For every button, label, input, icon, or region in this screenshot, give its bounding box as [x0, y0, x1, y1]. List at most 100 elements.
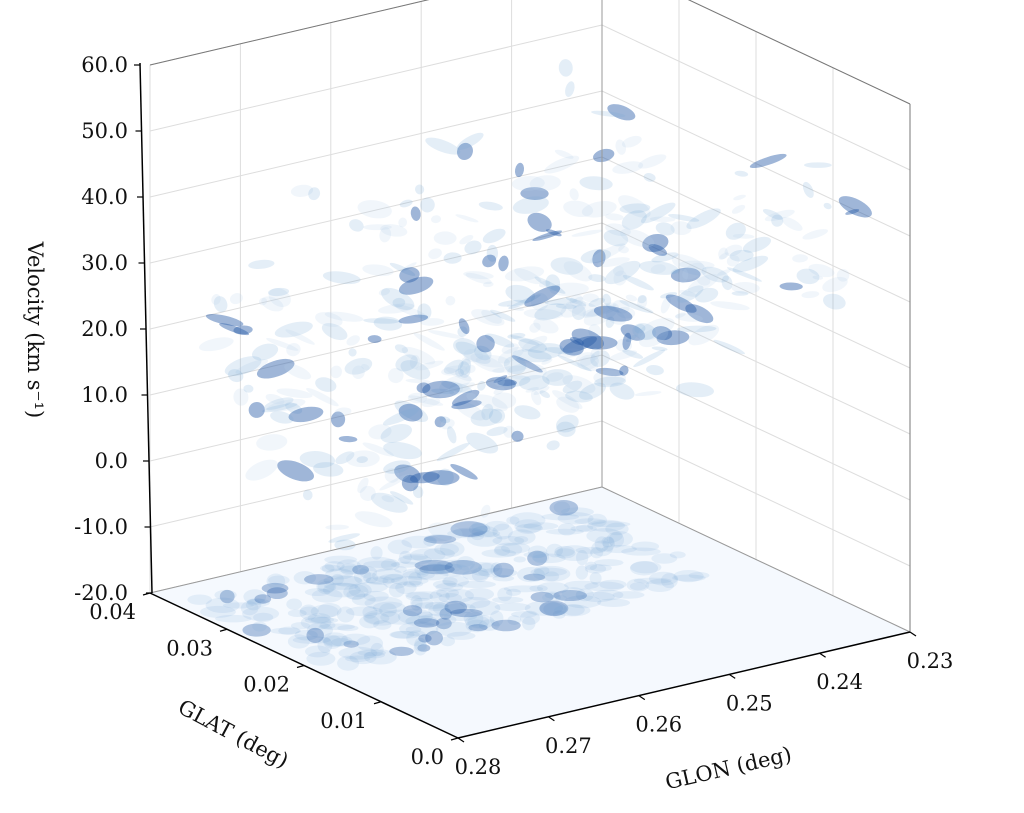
floor-blob — [402, 605, 423, 617]
cloud-blob — [286, 343, 301, 357]
box-edge — [687, 0, 911, 105]
floor-blob — [324, 561, 345, 571]
cloud-blob — [398, 217, 408, 228]
floor-blob — [321, 564, 335, 573]
cloud-blob — [781, 216, 803, 231]
floor-blob — [464, 614, 495, 629]
floor-blob — [530, 591, 554, 603]
cloud-blob — [285, 329, 315, 345]
floor-blob — [442, 575, 470, 587]
cloud-blob — [726, 255, 740, 267]
floor-blob — [402, 553, 429, 561]
cloud-blob — [233, 325, 253, 335]
floor-blob — [346, 589, 366, 600]
floor-blob — [317, 637, 333, 653]
floor-blob — [406, 630, 428, 647]
cloud-blob — [749, 153, 787, 169]
cloud-blob — [605, 309, 626, 325]
cloud-blob — [440, 418, 455, 430]
floor-blob — [424, 602, 449, 611]
floor-blob — [379, 603, 397, 618]
cloud-blob — [417, 303, 432, 320]
velocity-tick-label: -20.0 — [74, 581, 128, 605]
floor-blob — [287, 634, 310, 649]
cloud-blob — [270, 411, 294, 424]
floor-blob — [468, 624, 488, 632]
cloud-blob — [521, 335, 548, 352]
cloud-blob — [577, 354, 599, 370]
emission-cloud — [198, 59, 872, 551]
cloud-blob — [415, 184, 425, 195]
floor-blob — [356, 635, 384, 652]
floor-blob — [325, 568, 354, 580]
glat-tick-label: 0.02 — [243, 673, 290, 697]
floor-blob — [586, 528, 623, 544]
floor-blob — [539, 601, 568, 616]
cloud-blob — [671, 254, 707, 276]
floor-blob — [293, 571, 317, 585]
cloud-blob — [331, 411, 346, 428]
cloud-blob — [470, 408, 503, 427]
floor-blob — [584, 581, 625, 592]
cloud-blob — [565, 81, 575, 97]
cloud-blob — [590, 348, 600, 360]
cloud-blob — [713, 339, 745, 355]
cloud-blob — [382, 408, 419, 426]
cloud-blob — [441, 365, 468, 376]
cloud-blob — [361, 363, 370, 371]
tick-labels: -20.0-10.00.010.020.030.040.050.060.00.0… — [74, 53, 953, 779]
cloud-blob — [718, 247, 728, 260]
floor-blob — [222, 602, 254, 609]
cloud-blob — [555, 414, 579, 433]
cloud-blob — [651, 346, 668, 351]
cloud-blob — [529, 322, 541, 333]
cloud-blob — [565, 390, 593, 403]
floor-blob — [444, 560, 483, 575]
velocity-tick-label: 20.0 — [81, 317, 128, 341]
cloud-blob — [569, 337, 585, 346]
floor-blob — [432, 601, 465, 616]
cloud-blob — [512, 349, 552, 363]
floor-blob — [493, 562, 514, 578]
cloud-blob — [545, 274, 561, 292]
floor-blob — [323, 635, 342, 649]
cloud-blob — [670, 267, 701, 283]
gridline-velocity — [149, 354, 603, 462]
floor-blob — [292, 636, 331, 644]
cloud-blob — [655, 222, 675, 236]
cloud-blob — [362, 264, 394, 277]
axes — [139, 0, 911, 739]
cloud-blob — [605, 223, 631, 236]
floor-blob — [362, 609, 401, 626]
floor-blob — [513, 556, 526, 563]
floor-blob — [311, 588, 343, 603]
floor-blob — [597, 598, 631, 607]
floor-blob — [304, 588, 331, 597]
floor-blob — [554, 545, 575, 557]
floor-blob — [669, 551, 686, 559]
floor-blob — [544, 591, 560, 599]
cloud-blob — [734, 170, 749, 177]
cloud-blob — [732, 255, 769, 273]
floor-blob — [363, 560, 400, 568]
cloud-blob — [362, 442, 394, 457]
cloud-blob — [368, 424, 392, 440]
floor-blob — [589, 572, 602, 585]
floor-blob — [539, 600, 569, 617]
cloud-blob — [632, 323, 657, 340]
cloud-blob — [267, 287, 290, 297]
floor-blob — [544, 571, 560, 582]
cloud-blob — [493, 375, 508, 383]
cloud-blob — [569, 188, 579, 201]
cloud-blob — [511, 176, 545, 191]
floor-blob — [467, 615, 490, 628]
glon-tick-label: 0.23 — [907, 649, 954, 673]
floor-blob — [397, 555, 433, 565]
cloud-blob — [542, 369, 573, 386]
floor-blob — [379, 574, 404, 581]
floor-blob — [252, 621, 267, 632]
floor-blob — [546, 543, 564, 558]
cloud-blob — [523, 308, 564, 320]
box-edge — [149, 486, 603, 594]
cloud-blob — [575, 352, 596, 367]
